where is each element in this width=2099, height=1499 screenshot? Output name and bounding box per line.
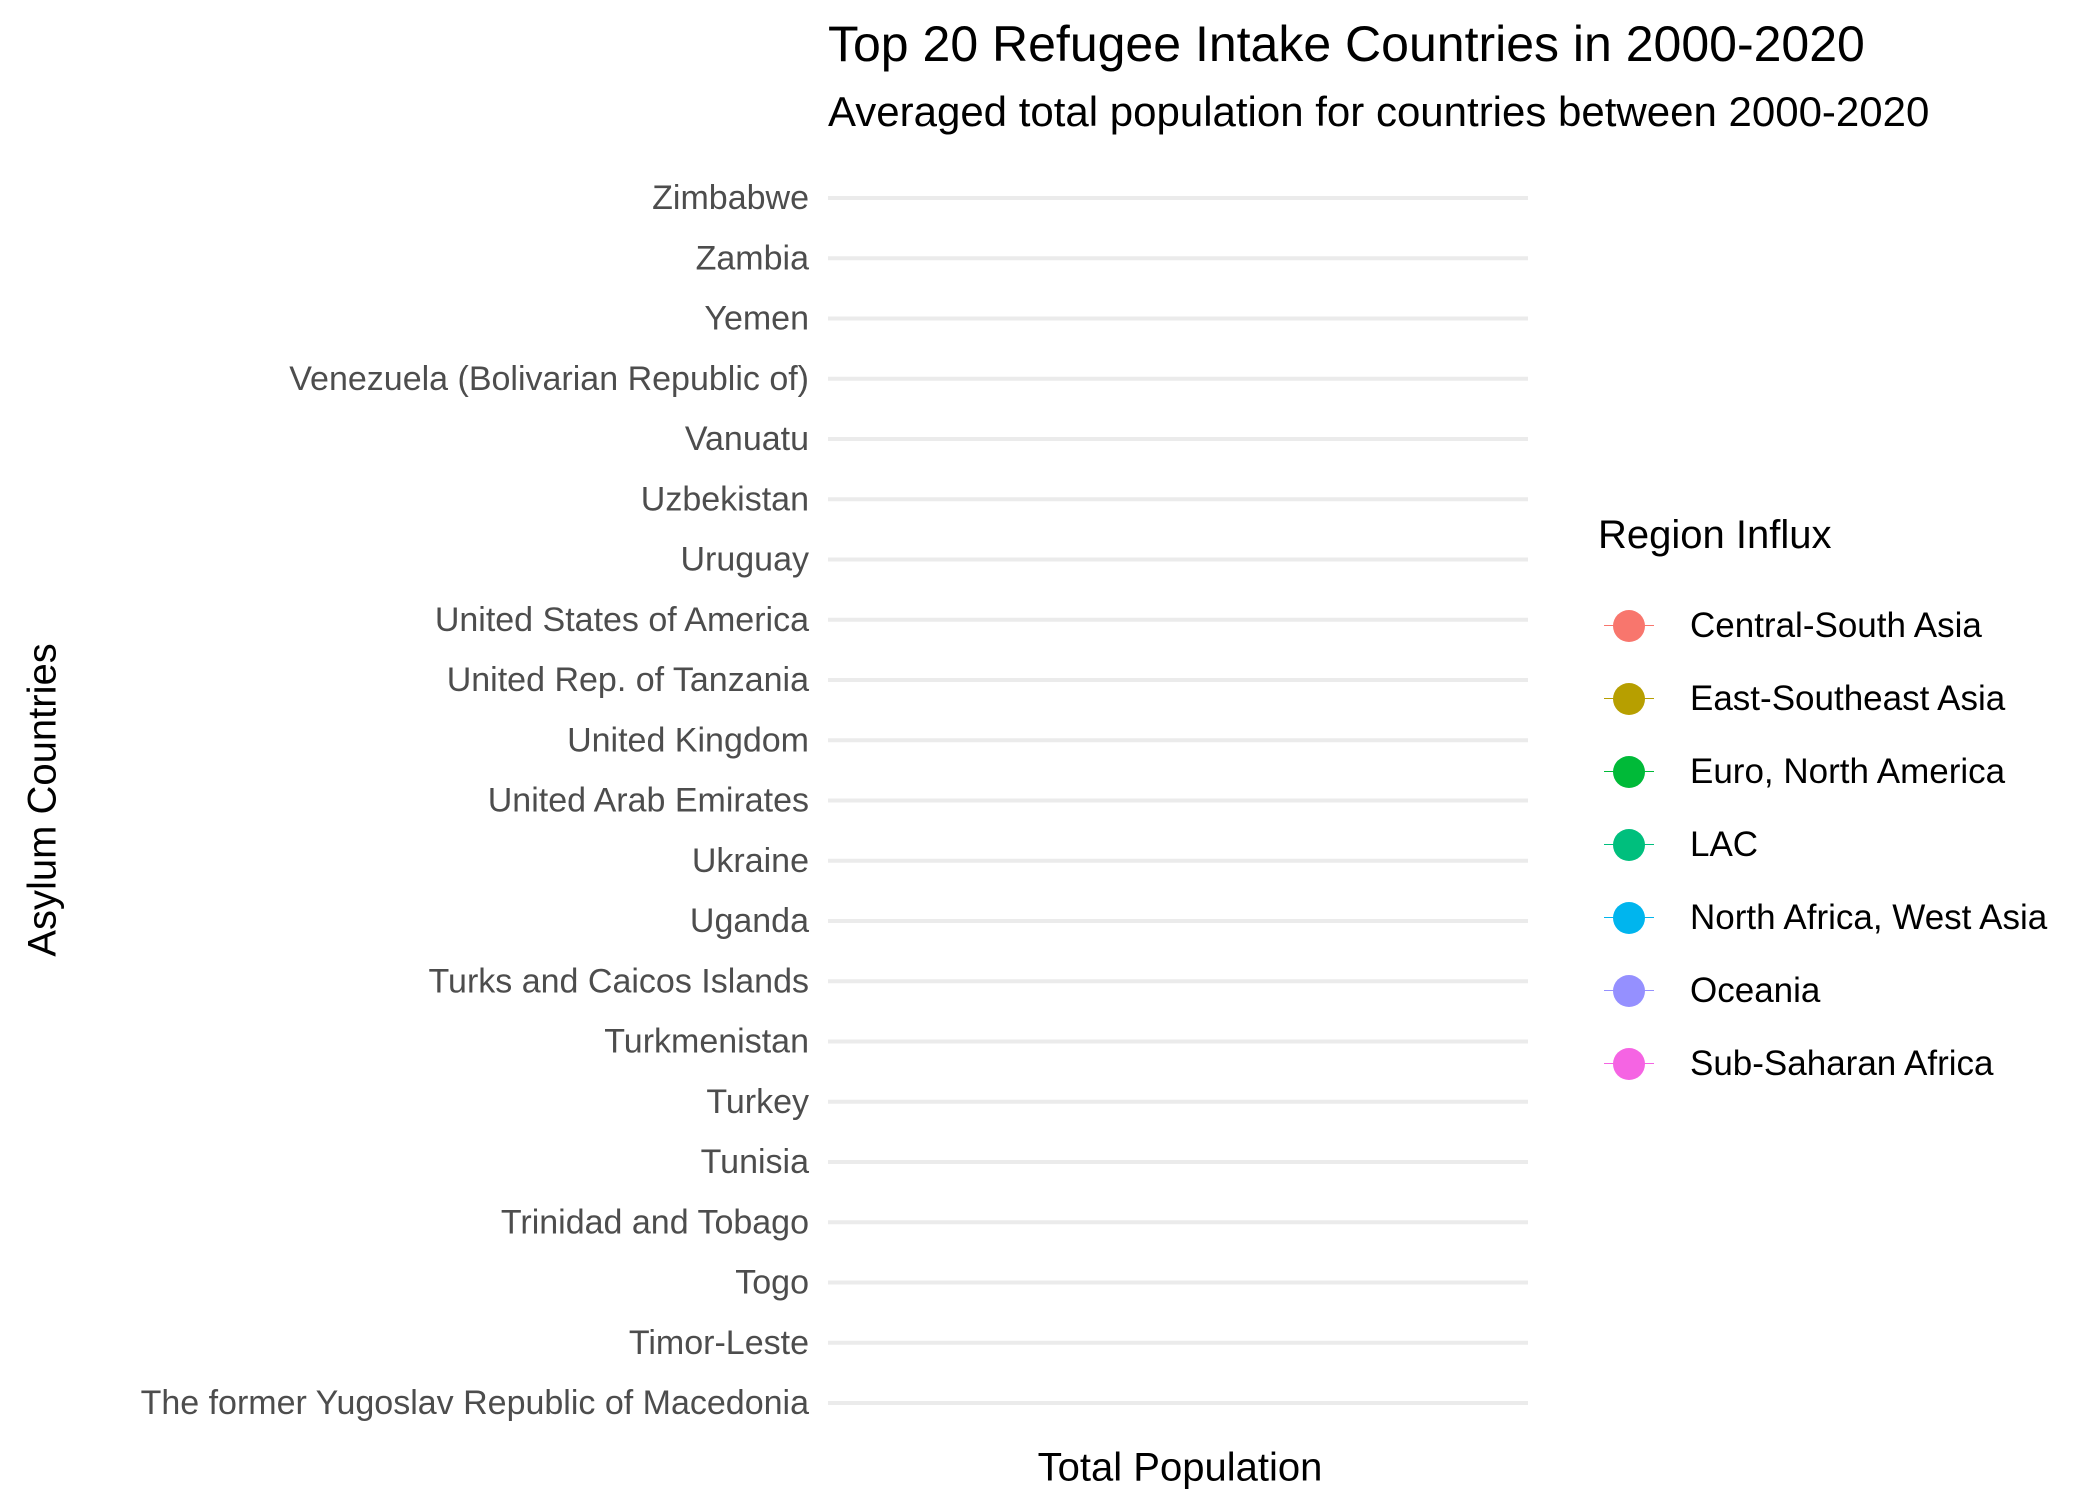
legend-item: LAC bbox=[1598, 808, 2047, 881]
legend-key bbox=[1598, 681, 1660, 717]
legend-label: North Africa, West Asia bbox=[1690, 897, 2048, 937]
legend-label: East-Southeast Asia bbox=[1690, 678, 2006, 718]
y-tick-label: Uruguay bbox=[680, 541, 809, 579]
y-tick-label: Uganda bbox=[690, 902, 809, 940]
y-tick-label: United States of America bbox=[435, 601, 809, 639]
y-tick-label: United Arab Emirates bbox=[488, 782, 809, 820]
y-tick-label: Turkmenistan bbox=[604, 1023, 809, 1061]
legend-item: East-Southeast Asia bbox=[1598, 662, 2047, 735]
legend-key-dot bbox=[1613, 828, 1645, 861]
legend-label: Central-South Asia bbox=[1690, 605, 1982, 645]
legend-item: Sub-Saharan Africa bbox=[1598, 1027, 2047, 1100]
y-tick-label: Venezuela (Bolivarian Republic of) bbox=[289, 360, 809, 398]
legend-item: North Africa, West Asia bbox=[1598, 881, 2047, 954]
y-tick-label: United Rep. of Tanzania bbox=[447, 661, 809, 699]
legend-key bbox=[1598, 827, 1660, 863]
legend-key bbox=[1598, 900, 1660, 936]
y-tick-label: Vanuatu bbox=[685, 420, 809, 458]
legend-label: Euro, North America bbox=[1690, 751, 2006, 791]
legend-key bbox=[1598, 608, 1660, 644]
legend-item: Central-South Asia bbox=[1598, 589, 2047, 662]
legend-label: Sub-Saharan Africa bbox=[1690, 1043, 1994, 1083]
y-tick-label: Trinidad and Tobago bbox=[501, 1203, 809, 1241]
y-tick-label: United Kingdom bbox=[567, 721, 809, 759]
y-tick-label: Ukraine bbox=[692, 842, 809, 880]
x-axis-title: Total Population bbox=[1037, 1445, 1323, 1490]
legend-title: Region Influx bbox=[1598, 513, 1832, 557]
y-tick-label: Turkey bbox=[706, 1083, 809, 1121]
legend-item: Oceania bbox=[1598, 954, 2047, 1027]
legend-key-dot bbox=[1613, 901, 1645, 934]
chart-subtitle: Averaged total population for countries … bbox=[828, 88, 1930, 135]
y-tick-label: Turks and Caicos Islands bbox=[429, 962, 809, 1000]
chart-title: Top 20 Refugee Intake Countries in 2000-… bbox=[828, 16, 1865, 72]
legend: Region Influx Central-South Asia East-So… bbox=[1598, 505, 2047, 1100]
legend-key-dot bbox=[1613, 682, 1645, 715]
legend-label: Oceania bbox=[1690, 970, 1821, 1010]
legend-list: Central-South Asia East-Southeast Asia E… bbox=[1598, 589, 2047, 1100]
y-tick-label: Yemen bbox=[704, 300, 809, 338]
y-tick-label: Zambia bbox=[696, 239, 809, 277]
y-tick-label: Zimbabwe bbox=[652, 179, 809, 217]
legend-key bbox=[1598, 1046, 1660, 1082]
legend-key-dot bbox=[1613, 974, 1645, 1007]
y-axis-title: Asylum Countries bbox=[20, 643, 65, 957]
legend-key-dot bbox=[1613, 755, 1645, 788]
y-tick-label: Togo bbox=[735, 1264, 809, 1302]
legend-key-dot bbox=[1613, 1047, 1645, 1080]
legend-label: LAC bbox=[1690, 824, 1759, 864]
legend-key bbox=[1598, 973, 1660, 1009]
y-tick-label: The former Yugoslav Republic of Macedoni… bbox=[141, 1384, 810, 1422]
legend-key-dot bbox=[1613, 609, 1645, 642]
legend-key bbox=[1598, 754, 1660, 790]
y-tick-label: Timor-Leste bbox=[629, 1324, 809, 1362]
y-tick-label: Uzbekistan bbox=[641, 480, 809, 518]
y-tick-label: Tunisia bbox=[701, 1143, 809, 1181]
legend-item: Euro, North America bbox=[1598, 735, 2047, 808]
